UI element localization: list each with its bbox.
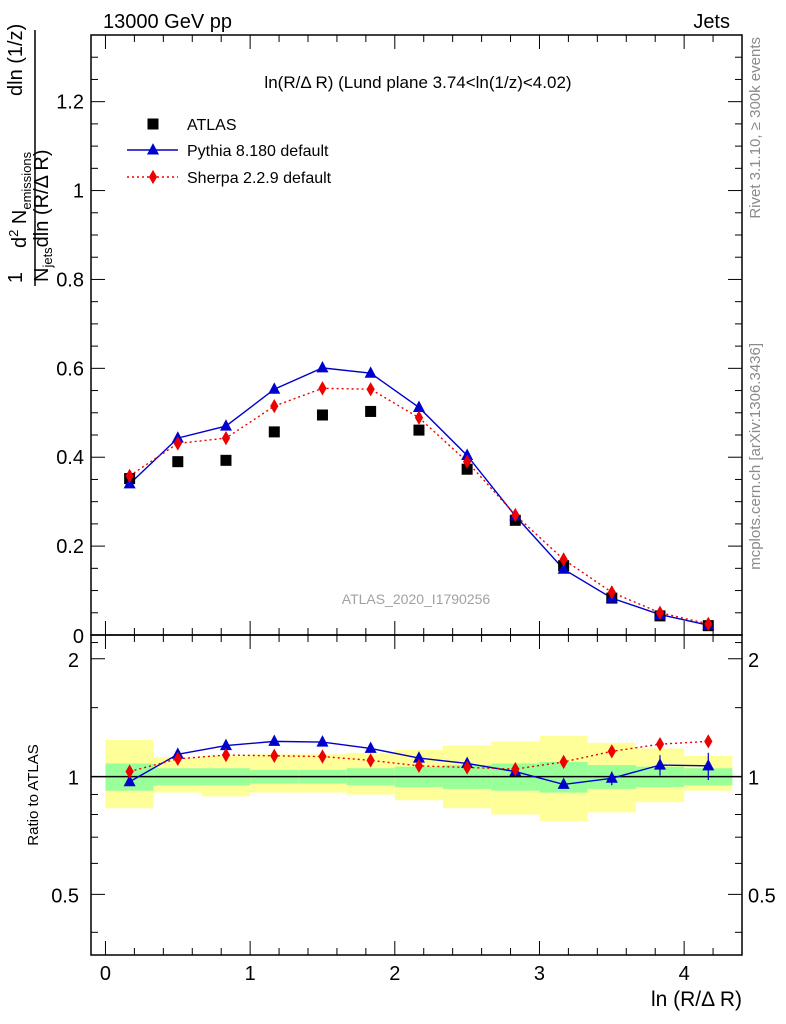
pythia-point — [268, 382, 281, 394]
atlas-point — [220, 454, 232, 466]
pythia-point — [557, 562, 570, 574]
x-tick-label: 3 — [534, 963, 545, 985]
x-tick-label: 0 — [100, 963, 111, 985]
ratio-sherpa-point — [704, 734, 713, 749]
legend-label: Sherpa 2.2.9 default — [187, 170, 332, 187]
ratio-sherpa-point — [607, 744, 616, 759]
sherpa-point — [318, 381, 327, 396]
x-axis-label: ln (R/Δ R) — [651, 988, 742, 1011]
ratio-plot-marks — [123, 734, 715, 789]
sherpa-point — [270, 398, 279, 414]
ratio-pythia-point — [557, 777, 570, 789]
legend-label: ATLAS — [187, 117, 237, 134]
rivet-version-text: Rivet 3.1.10, ≥ 300k events — [747, 37, 764, 219]
y-tick-label-zero: 0 — [73, 626, 84, 648]
atlas-point — [172, 456, 184, 468]
ratio-y-tick-label-right: 1 — [748, 768, 759, 790]
sherpa-point — [173, 436, 182, 451]
y-tick-label: 1 — [73, 181, 84, 203]
ratio-pythia-point — [268, 734, 281, 746]
ratio-pythia-point — [219, 738, 232, 751]
ratio-pythia-point — [316, 735, 329, 747]
atlas-point — [365, 405, 377, 417]
ratio-sherpa-point — [125, 764, 134, 779]
legend-label: Pythia 8.180 default — [187, 143, 329, 160]
y-tick-label: 0.4 — [56, 447, 84, 469]
atlas-point — [461, 463, 473, 475]
pythia-point — [219, 419, 232, 431]
ratio-sherpa-point — [463, 760, 472, 775]
sherpa-point — [125, 468, 134, 484]
sherpa-point — [221, 430, 231, 446]
ratio-pythia-point — [653, 758, 666, 770]
atlas-point — [268, 426, 280, 438]
ratio-plot-frame — [90, 634, 743, 956]
ratio-pythia-point — [702, 758, 715, 771]
x-tick-label: 2 — [389, 963, 400, 985]
ratio-sherpa-point — [221, 747, 231, 763]
ratio-y-tick-label-right: 2 — [748, 650, 759, 672]
y-label-one: 1 — [5, 272, 27, 283]
atlas-point — [316, 409, 328, 421]
ratio-y-axis-label: Ratio to ATLAS — [25, 744, 42, 845]
plot-title: ln(R/Δ R) (Lund plane 3.74<ln(1/z)<4.02) — [264, 73, 571, 92]
main-plot-marks — [123, 360, 715, 632]
sherpa-point — [607, 585, 616, 600]
sherpa-point — [559, 552, 568, 567]
sherpa-point — [704, 616, 713, 632]
ratio-sherpa-point — [559, 754, 568, 770]
ratio-pythia-point — [412, 751, 425, 763]
y-tick-label: 1.2 — [56, 92, 84, 114]
ratio-y-tick-label: 1 — [68, 768, 79, 790]
y-tick-label: 0.6 — [56, 358, 84, 380]
pythia-point — [364, 366, 377, 378]
ratio-y-tick-label-right: 0.5 — [748, 885, 776, 907]
ratio-sherpa-point — [318, 749, 327, 764]
sherpa-point — [655, 605, 665, 620]
tick-labels: 0 1 2 3 4 0.2 0.4 0.6 0.8 1 1.2 0 0.5 0.5 1 1 2 2 — [51, 92, 776, 985]
pythia-point — [412, 400, 425, 412]
axis-ticks — [91, 34, 743, 955]
y-tick-label: 0.2 — [56, 536, 84, 558]
ratio-sherpa-point — [270, 748, 279, 763]
analysis-watermark: ATLAS_2020_I1790256 — [342, 591, 491, 607]
ratio-sherpa-point — [655, 737, 665, 752]
sherpa-point — [511, 507, 520, 523]
sherpa-point — [366, 382, 375, 397]
ratio-pythia-point — [123, 774, 136, 787]
ratio-uncertainty-bands — [91, 735, 742, 821]
mcplots-credit-text: mcplots.cern.ch [arXiv:1306.3436] — [747, 343, 764, 570]
y-tick-label: 0.8 — [56, 269, 84, 291]
y-label-numerator: d2 Nemissions — [6, 151, 34, 248]
x-tick-label: 1 — [245, 963, 256, 985]
sherpa-point — [414, 410, 424, 425]
ratio-pythia-point — [605, 771, 618, 783]
atlas-point — [413, 424, 425, 436]
ratio-pythia-point — [364, 741, 377, 753]
y-label-dln: dln (1/z) — [5, 24, 27, 96]
plot-frames — [90, 34, 743, 956]
main-y-axis-label: 1 Njetsdln (R/Δ R) d2 Nemissions dln (1/… — [5, 24, 55, 286]
header-left: 13000 GeV pp — [103, 11, 232, 33]
legend-sherpa-marker — [148, 169, 158, 185]
ratio-y-tick-label: 2 — [68, 650, 79, 672]
legend-pythia-marker — [147, 143, 159, 155]
ratio-sherpa-point — [414, 758, 424, 774]
pythia-point — [461, 448, 474, 460]
ratio-sherpa-point — [366, 753, 375, 768]
sherpa-point — [463, 454, 472, 469]
pythia-point — [316, 360, 329, 373]
x-tick-label: 4 — [679, 963, 690, 985]
legend: ATLAS Pythia 8.180 default Sherpa 2.2.9 de… — [127, 117, 332, 187]
legend-atlas-marker — [147, 118, 159, 130]
ratio-sherpa-point — [511, 761, 520, 777]
header-right: Jets — [693, 11, 730, 33]
ratio-y-tick-label: 0.5 — [51, 885, 79, 907]
ratio-sherpa-point — [173, 751, 182, 766]
